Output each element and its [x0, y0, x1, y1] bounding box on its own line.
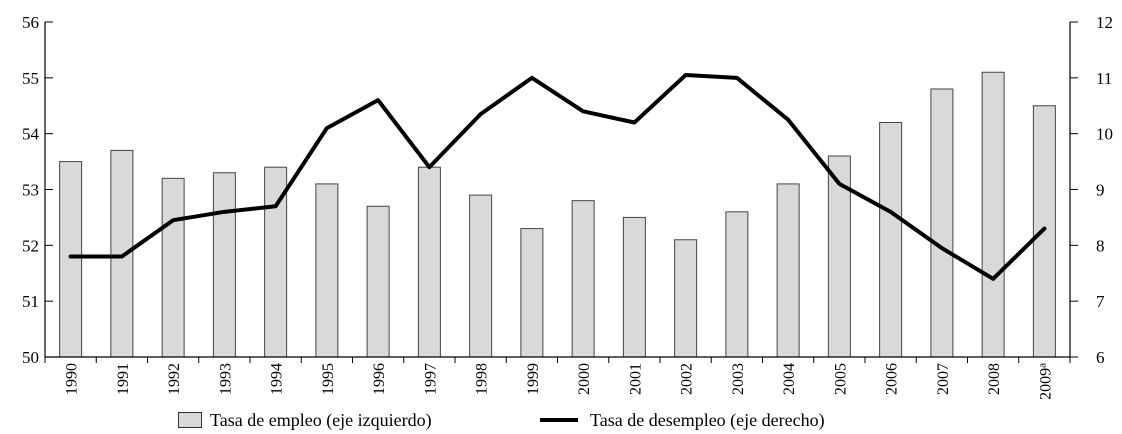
unemployment-point-1998 — [478, 112, 483, 116]
x-tick-label-1990: 1990 — [64, 363, 81, 395]
x-tick-label-1991: 1991 — [115, 363, 132, 395]
bar-2006 — [879, 122, 903, 358]
right-tick-label-9: 9 — [1096, 181, 1105, 200]
x-tick-label-2006: 2006 — [884, 363, 901, 395]
unemployment-point-1993 — [222, 210, 227, 214]
unemployment-point-2006 — [888, 210, 893, 214]
x-tick-label-2001: 2001 — [627, 363, 644, 395]
bar-2001 — [622, 216, 646, 358]
x-tick-label-1993: 1993 — [217, 363, 234, 395]
bar-2000 — [571, 200, 595, 358]
legend: Tasa de empleo (eje izquierdo) Tasa de d… — [0, 408, 1122, 432]
unemployment-point-2008 — [991, 277, 995, 281]
unemployment-point-1997 — [427, 165, 432, 169]
unemployment-point-2005 — [837, 182, 842, 186]
bar-1997 — [417, 166, 441, 358]
bar-1990 — [59, 161, 83, 358]
bar-2008 — [981, 71, 1005, 358]
unemployment-point-1994 — [273, 204, 278, 209]
x-tick-label-2002: 2002 — [679, 363, 696, 395]
x-tick-label-2008: 2008 — [986, 363, 1003, 395]
bar-2004 — [776, 183, 800, 358]
left-tick-label-52: 52 — [22, 236, 39, 255]
bar-1998 — [469, 194, 493, 358]
bar-1993 — [212, 172, 236, 358]
x-tick-label-2004: 2004 — [781, 363, 798, 395]
unemployment-point-1996 — [376, 98, 380, 102]
right-tick-label-12: 12 — [1096, 13, 1113, 32]
unemployment-line — [68, 73, 1047, 281]
x-tick-label-1992: 1992 — [166, 363, 183, 395]
left-tick-label-56: 56 — [22, 13, 39, 32]
x-tick-label-2007: 2007 — [935, 363, 952, 395]
unemployment-point-2003 — [735, 76, 739, 80]
right-tick-label-7: 7 — [1096, 292, 1105, 311]
legend-label-unemployment: Tasa de desempleo (eje derecho) — [590, 409, 825, 430]
unemployment-point-1999 — [530, 76, 534, 80]
left-tick-label-54: 54 — [22, 125, 40, 144]
unemployment-point-2004 — [786, 117, 790, 122]
x-tick-label-1997: 1997 — [422, 363, 439, 395]
bar-1996 — [366, 205, 390, 358]
unemployment-point-2000 — [581, 109, 585, 114]
legend-item-employment: Tasa de empleo (eje izquierdo) — [178, 408, 432, 432]
unemployment-point-2001 — [632, 120, 637, 125]
left-tick-label-50: 50 — [22, 348, 39, 367]
left-tick-label-51: 51 — [22, 292, 39, 311]
bar-1999 — [520, 228, 544, 358]
x-tick-label-1996: 1996 — [371, 363, 388, 395]
unemployment-point-1995 — [325, 126, 329, 130]
bar-1995 — [315, 183, 339, 358]
bar-1991 — [110, 149, 134, 358]
x-tick-label-2005: 2005 — [832, 363, 849, 395]
bar-1992 — [161, 177, 185, 358]
x-tick-label-2003: 2003 — [730, 363, 747, 395]
right-tick-label-8: 8 — [1096, 236, 1105, 255]
legend-item-unemployment: Tasa de desempleo (eje derecho) — [540, 408, 825, 432]
bar-2003 — [725, 211, 749, 358]
legend-swatch-line — [540, 418, 578, 422]
unemployment-point-2002 — [683, 73, 688, 77]
unemployment-point-1992 — [171, 218, 175, 223]
right-tick-label-6: 6 — [1096, 348, 1105, 367]
unemployment-point-1991 — [120, 254, 124, 259]
x-tick-label-1994: 1994 — [269, 363, 286, 395]
x-tick-label-2009: 2009a — [1036, 363, 1054, 400]
x-tick-label-1995: 1995 — [320, 363, 337, 395]
unemployment-point-2007 — [940, 246, 944, 250]
bar-2007 — [930, 88, 954, 358]
right-tick-label-10: 10 — [1096, 125, 1113, 144]
legend-swatch-bar — [178, 412, 202, 428]
x-tick-label-1999: 1999 — [525, 363, 542, 395]
bar-2002 — [674, 239, 698, 358]
legend-label-employment: Tasa de empleo (eje izquierdo) — [210, 409, 432, 430]
x-tick-label-1998: 1998 — [474, 363, 491, 395]
unemployment-point-1990 — [68, 254, 73, 259]
left-tick-label-53: 53 — [22, 181, 39, 200]
x-tick-label-2000: 2000 — [576, 363, 593, 395]
left-tick-label-55: 55 — [22, 69, 39, 88]
unemployment-point-2009 — [1042, 226, 1047, 231]
right-tick-label-11: 11 — [1096, 69, 1112, 88]
x-tick-superscript: a — [1036, 363, 1048, 368]
